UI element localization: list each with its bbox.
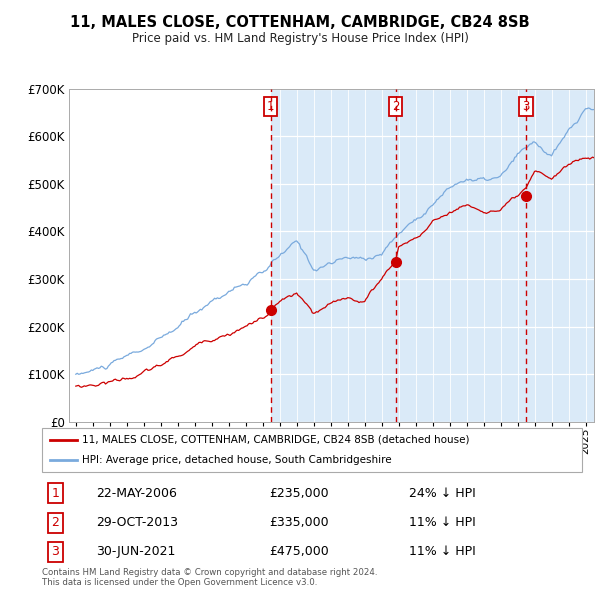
Text: Price paid vs. HM Land Registry's House Price Index (HPI): Price paid vs. HM Land Registry's House … <box>131 32 469 45</box>
Text: 22-MAY-2006: 22-MAY-2006 <box>96 487 177 500</box>
Text: 3: 3 <box>52 545 59 558</box>
Text: 11% ↓ HPI: 11% ↓ HPI <box>409 545 476 558</box>
Text: £235,000: £235,000 <box>269 487 328 500</box>
Text: 30-JUN-2021: 30-JUN-2021 <box>96 545 175 558</box>
Text: £335,000: £335,000 <box>269 516 328 529</box>
Text: 1: 1 <box>52 487 59 500</box>
FancyBboxPatch shape <box>42 428 582 472</box>
Text: 11% ↓ HPI: 11% ↓ HPI <box>409 516 476 529</box>
Text: Contains HM Land Registry data © Crown copyright and database right 2024.: Contains HM Land Registry data © Crown c… <box>42 568 377 576</box>
Text: 2: 2 <box>52 516 59 529</box>
Text: 1: 1 <box>267 100 274 113</box>
Bar <box>271 88 594 422</box>
Text: 2: 2 <box>392 100 400 113</box>
Text: £475,000: £475,000 <box>269 545 329 558</box>
Text: 11, MALES CLOSE, COTTENHAM, CAMBRIDGE, CB24 8SB: 11, MALES CLOSE, COTTENHAM, CAMBRIDGE, C… <box>70 15 530 30</box>
Text: 11, MALES CLOSE, COTTENHAM, CAMBRIDGE, CB24 8SB (detached house): 11, MALES CLOSE, COTTENHAM, CAMBRIDGE, C… <box>83 435 470 445</box>
Text: 3: 3 <box>522 100 530 113</box>
Text: HPI: Average price, detached house, South Cambridgeshire: HPI: Average price, detached house, Sout… <box>83 455 392 465</box>
Text: This data is licensed under the Open Government Licence v3.0.: This data is licensed under the Open Gov… <box>42 578 317 587</box>
Text: 24% ↓ HPI: 24% ↓ HPI <box>409 487 476 500</box>
Text: 29-OCT-2013: 29-OCT-2013 <box>96 516 178 529</box>
